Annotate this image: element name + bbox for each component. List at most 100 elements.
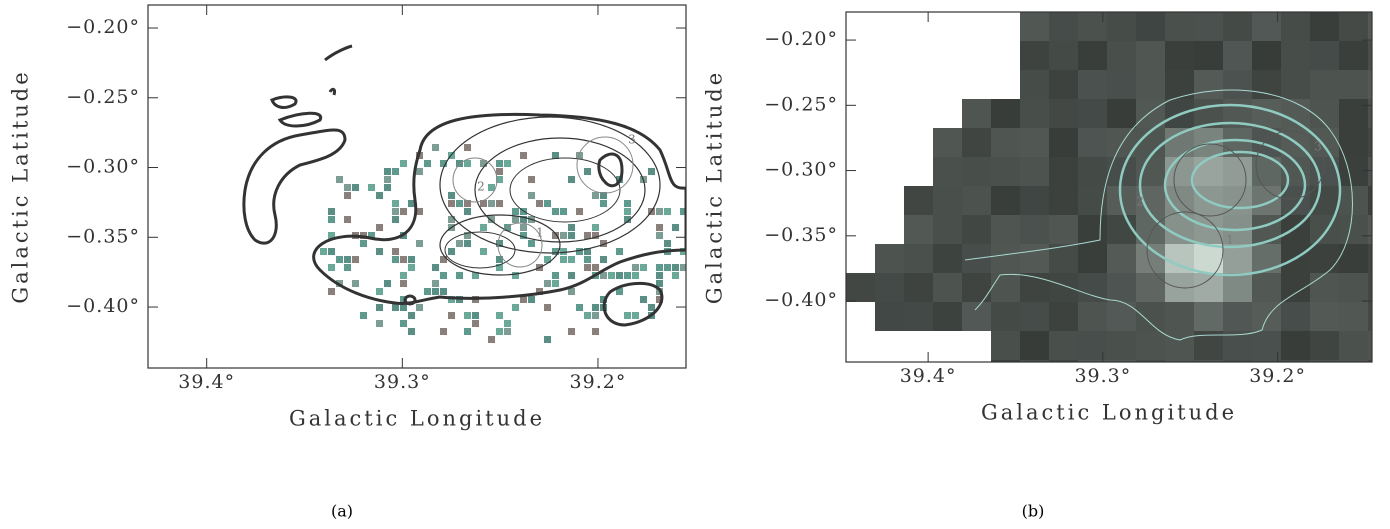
pixel <box>472 272 479 279</box>
pixel <box>456 160 463 167</box>
pixel <box>384 184 391 191</box>
pixel <box>672 272 679 279</box>
pixel <box>1223 302 1252 331</box>
pixel <box>1107 41 1136 70</box>
pixel <box>488 184 495 191</box>
pixel <box>600 272 607 279</box>
pixel <box>640 296 647 303</box>
pixel <box>592 264 599 271</box>
pixel <box>528 176 535 183</box>
pixel <box>600 200 607 207</box>
x-tick-label: 39.4° <box>178 371 235 393</box>
pixel <box>376 320 383 327</box>
pixel <box>1368 12 1372 41</box>
pixel <box>400 296 407 303</box>
pixel <box>933 244 962 273</box>
pixel <box>592 192 599 199</box>
region-label: 1 <box>536 226 544 240</box>
pixel <box>1223 70 1252 99</box>
pixel <box>392 304 399 311</box>
pixel <box>424 288 431 295</box>
pixel <box>1194 157 1223 186</box>
x-tick-label: 39.2° <box>1249 365 1306 387</box>
pixel <box>560 208 567 215</box>
x-tick-label: 39.4° <box>900 365 957 387</box>
pixel <box>368 184 375 191</box>
pixel <box>512 208 519 215</box>
pixel <box>1310 186 1339 215</box>
pixel <box>456 272 463 279</box>
pixel <box>846 273 875 302</box>
pixel <box>991 186 1020 215</box>
pixel <box>1368 157 1372 186</box>
pixel <box>1310 41 1339 70</box>
region-label: 2 <box>1136 195 1144 209</box>
pixel <box>1049 244 1078 273</box>
pixel <box>1368 331 1372 360</box>
pixel <box>600 192 607 199</box>
y-tick-label: −0.35° <box>764 224 838 246</box>
pixel <box>1194 70 1223 99</box>
pixel <box>656 232 663 239</box>
pixel <box>1310 70 1339 99</box>
pixel <box>584 232 591 239</box>
caption: (b) <box>1022 502 1045 521</box>
pixel <box>544 280 551 287</box>
pixel <box>464 328 471 335</box>
pixel <box>400 256 407 263</box>
pixel <box>592 224 599 231</box>
pixel <box>1020 157 1049 186</box>
pixel <box>656 224 663 231</box>
pixel <box>1136 360 1165 362</box>
pixel <box>584 264 591 271</box>
pixel <box>464 312 471 319</box>
pixel <box>464 208 471 215</box>
pixel <box>448 192 455 199</box>
pixel <box>520 152 527 159</box>
pixel <box>1223 273 1252 302</box>
x-tick-label: 39.2° <box>570 371 627 393</box>
pixel <box>392 208 399 215</box>
pixel <box>528 296 535 303</box>
pixel <box>1078 99 1107 128</box>
pixel <box>456 240 463 247</box>
pixel <box>1281 331 1310 360</box>
pixel <box>1281 302 1310 331</box>
panel-a-image <box>320 144 686 343</box>
pixel <box>448 200 455 207</box>
pixel <box>592 304 599 311</box>
pixel <box>1339 244 1368 273</box>
pixel <box>1339 12 1368 41</box>
pixel <box>408 312 415 319</box>
contours-b <box>964 89 1353 341</box>
pixel <box>440 160 447 167</box>
pixel <box>933 215 962 244</box>
pixel <box>328 208 335 215</box>
pixel <box>1049 99 1078 128</box>
pixel <box>656 264 663 271</box>
pixel <box>1078 12 1107 41</box>
pixel <box>1339 99 1368 128</box>
pixel <box>624 216 631 223</box>
pixel <box>632 312 639 319</box>
pixel <box>512 272 519 279</box>
pixel <box>991 302 1020 331</box>
pixel <box>600 256 607 263</box>
pixel <box>376 192 383 199</box>
pixel <box>1252 215 1281 244</box>
pixel <box>560 248 567 255</box>
pixel <box>1223 360 1252 362</box>
pixel <box>624 208 631 215</box>
pixel <box>962 157 991 186</box>
pixel <box>488 216 495 223</box>
pixel <box>440 288 447 295</box>
pixel <box>1368 41 1372 70</box>
pixel <box>1223 186 1252 215</box>
plot-frame <box>147 4 687 369</box>
pixel <box>496 256 503 263</box>
pixel <box>1136 70 1165 99</box>
pixel <box>568 288 575 295</box>
pixel <box>1194 302 1223 331</box>
pixel <box>352 280 359 287</box>
pixel <box>1107 302 1136 331</box>
